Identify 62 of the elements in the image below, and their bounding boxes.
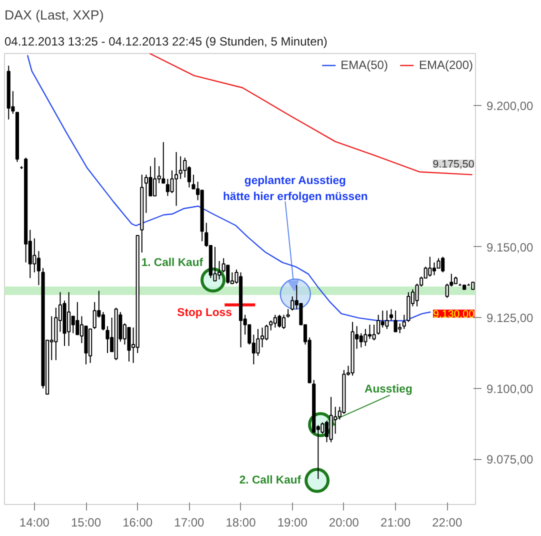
candlestick [320,422,324,434]
x-tick-label: 14:00 [19,516,50,530]
candlestick [364,328,368,346]
legend-label: EMA(50) [340,58,388,72]
candlestick [183,157,187,178]
x-tick-label: 16:00 [122,516,153,530]
candlestick [106,326,110,354]
legend-label: EMA(200) [418,58,473,72]
annotation: Stop Loss [177,306,232,319]
y-tick-label: 9.100,00 [486,382,534,396]
chart-title: DAX (Last, XXP) [4,8,104,22]
annotation: geplanter Ausstieg hätte hier erfolgen müssen [223,175,368,204]
candlestick [278,314,282,328]
candlestick [282,314,286,330]
candlestick [71,316,75,334]
x-tick-label: 20:00 [328,516,360,530]
candlestick [127,327,131,362]
candlestick [394,310,398,332]
candlestick [389,308,394,321]
candlestick [92,302,96,330]
candlestick [256,328,260,356]
candlestick [213,246,217,282]
x-tick-label: 18:00 [226,516,256,530]
candlestick [226,264,230,284]
x-tick-label: 19:00 [277,516,308,530]
candlestick [359,332,363,348]
candlestick [32,238,36,273]
y-tick-label: 9.125,00 [486,311,534,326]
candlestick [76,302,80,336]
candlestick [162,142,166,184]
candlestick [264,324,268,341]
candlestick [445,283,449,298]
candlestick [290,296,294,312]
candlestick [372,324,376,341]
annotation: Ausstieg [364,384,412,396]
y-tick-label: 9.150,00 [486,240,534,254]
candlestick [36,250,41,286]
candlestick [428,256,432,278]
line-series [149,54,473,176]
candlestick [148,166,152,196]
candlestick [269,320,273,331]
candlestick [101,311,105,331]
x-tick-label: 17:00 [174,516,205,530]
y-tick-label: 9.075,00 [486,452,534,467]
candlestick [385,310,389,330]
x-tick-label: 21:00 [380,516,411,530]
annotation: 2. Call Kauf [239,474,302,486]
candlestick [368,324,372,340]
annotation: 1. Call Kauf [141,256,204,269]
x-tick-label: 22:00 [432,516,462,530]
y-tick-label: 9.200,00 [486,98,534,113]
candlestick [376,314,380,336]
candlestick [170,170,174,194]
candlestick [436,258,440,269]
candlestick [217,260,222,280]
candlestick [178,156,182,180]
x-tick-label: 15:00 [70,516,102,530]
annotation: 9.175,50 [432,158,474,171]
chart-subtitle: 04.12.2013 13:25 - 04.12.2013 22:45 (9 Stunden, 5 Minuten) [4,34,328,48]
candlestick [432,262,436,276]
annotation: 9.130,00 [433,308,475,321]
candlestick [402,314,406,330]
